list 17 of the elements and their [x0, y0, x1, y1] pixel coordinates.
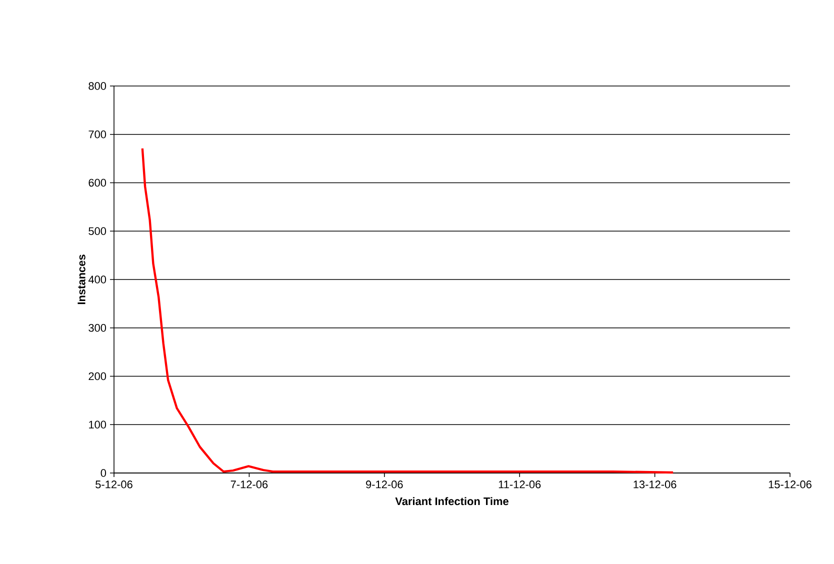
x-tick-label: 13-12-06: [634, 480, 676, 488]
y-tick-label: 100: [89, 420, 106, 429]
y-tick-label: 800: [88, 82, 106, 90]
x-tick-label: 9-12-06: [366, 480, 403, 488]
x-axis-title: Variant Infection Time: [395, 497, 508, 506]
x-tick-label: 11-12-06: [498, 480, 541, 488]
y-tick-label: 600: [88, 178, 106, 187]
x-tick-label: 5-12-06: [96, 480, 132, 488]
y-tick-label: 200: [88, 372, 106, 380]
y-tick-label: 700: [88, 130, 106, 138]
y-tick-label: 400: [88, 276, 106, 284]
y-axis-title: Instances: [78, 254, 86, 304]
y-tick-label: 0: [100, 469, 106, 477]
y-tick-label: 500: [88, 227, 106, 236]
y-tick-label: 300: [88, 324, 106, 332]
x-tick-label: 7-12-06: [230, 480, 268, 488]
x-tick-label: 15-12-06: [768, 480, 812, 488]
